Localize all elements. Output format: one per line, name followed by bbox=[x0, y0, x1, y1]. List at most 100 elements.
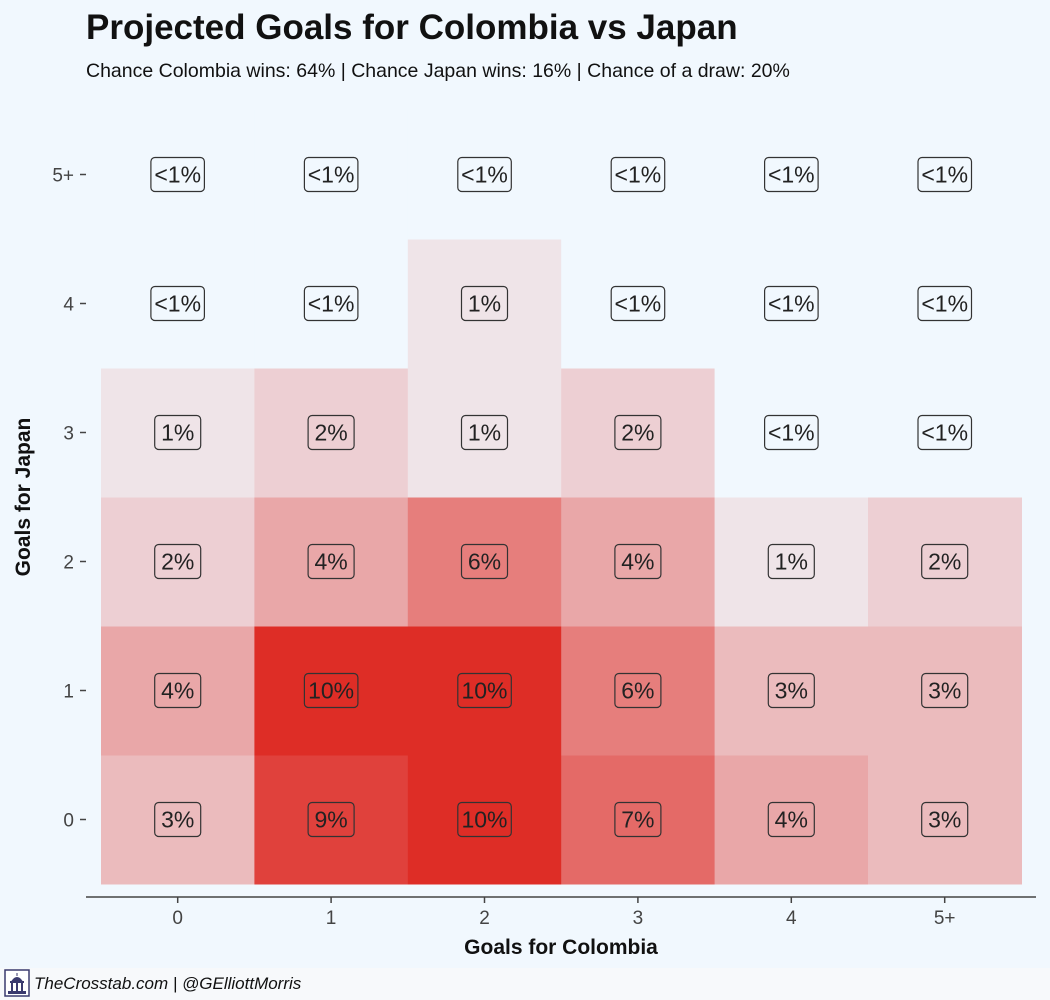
heatmap-cell bbox=[561, 497, 716, 627]
cell-label: 3% bbox=[161, 807, 194, 833]
heatmap-cell bbox=[868, 368, 1022, 498]
heatmap-cell bbox=[407, 239, 562, 369]
cell-label: 3% bbox=[775, 678, 808, 704]
cell-label: <1% bbox=[154, 162, 201, 188]
cell-label: <1% bbox=[615, 291, 662, 317]
heatmap-cell bbox=[868, 239, 1022, 369]
cell-label-box bbox=[917, 285, 973, 322]
heatmap-cell bbox=[254, 368, 409, 498]
cell-label: 10% bbox=[461, 678, 507, 704]
heatmap-cell bbox=[714, 239, 869, 369]
cell-label-box bbox=[763, 414, 819, 451]
heatmap-cell bbox=[561, 626, 716, 756]
x-tick-label: 1 bbox=[326, 908, 337, 929]
cell-label: 2% bbox=[621, 420, 654, 446]
cell-label: 6% bbox=[468, 549, 501, 575]
cell-label-box bbox=[917, 156, 973, 193]
cell-label-box bbox=[150, 285, 205, 322]
cell-label-box bbox=[917, 414, 973, 451]
y-tick-label: 4 bbox=[63, 295, 74, 316]
cell-label-box bbox=[921, 543, 969, 580]
cell-label-box bbox=[763, 156, 819, 193]
heatmap-cell bbox=[714, 497, 869, 627]
heatmap-cell bbox=[101, 239, 255, 369]
cell-label: <1% bbox=[921, 291, 968, 317]
heatmap-cell bbox=[254, 626, 409, 756]
capitol-logo-icon bbox=[4, 969, 30, 997]
heatmap-cell bbox=[254, 497, 409, 627]
heatmap-cell bbox=[868, 626, 1022, 756]
cell-label-box bbox=[767, 672, 815, 709]
heatmap-cell bbox=[407, 110, 562, 240]
cell-label: <1% bbox=[768, 291, 815, 317]
cell-label: 1% bbox=[468, 420, 501, 446]
cell-label-box bbox=[921, 801, 969, 838]
heatmap-cell bbox=[254, 239, 409, 369]
heatmap-cell bbox=[407, 497, 562, 627]
heatmap-cell bbox=[254, 110, 409, 240]
heatmap-cell bbox=[101, 626, 255, 756]
cell-label: 1% bbox=[468, 291, 501, 317]
heatmap-chart: 3% 9% 10% 7% 4% 3% 4% 10% 10% 6% 3% 3% 2% 4% 6% 4% 1% 2% 1… bbox=[12, 110, 1036, 959]
cell-label-box bbox=[303, 156, 359, 193]
x-tick-label: 4 bbox=[786, 908, 797, 929]
chart-subtitle: Chance Colombia wins: 64% | Chance Japan… bbox=[86, 60, 790, 82]
cell-label-box bbox=[767, 543, 815, 580]
cell-label: 6% bbox=[621, 678, 654, 704]
cell-label-box bbox=[921, 672, 969, 709]
heatmap-cell bbox=[714, 110, 869, 240]
chart-title: Projected Goals for Colombia vs Japan bbox=[86, 8, 738, 47]
cell-label-box bbox=[154, 414, 202, 451]
cell-label-box bbox=[614, 801, 662, 838]
cell-label: 2% bbox=[928, 549, 961, 575]
y-tick-label: 1 bbox=[63, 682, 74, 703]
cell-label: 7% bbox=[621, 807, 654, 833]
cell-label-box bbox=[154, 801, 202, 838]
cell-label-box bbox=[460, 285, 509, 322]
x-axis-title: Goals for Colombia bbox=[464, 936, 658, 959]
y-tick-label: 0 bbox=[63, 811, 74, 832]
cell-label: 4% bbox=[775, 807, 808, 833]
footer: TheCrosstab.com | @GElliottMorris bbox=[0, 968, 1050, 1000]
cell-label: 4% bbox=[314, 549, 347, 575]
cell-label: <1% bbox=[461, 162, 508, 188]
cell-label: 2% bbox=[161, 549, 194, 575]
cell-label-box bbox=[460, 543, 509, 580]
x-tick-label: 3 bbox=[633, 908, 644, 929]
heatmap-cell bbox=[561, 368, 716, 498]
cell-label-box bbox=[307, 414, 355, 451]
cell-label: 10% bbox=[461, 807, 507, 833]
heatmap-cell bbox=[561, 755, 716, 885]
cell-label-box bbox=[767, 801, 815, 838]
heatmap-cell bbox=[101, 110, 255, 240]
y-axis-title: Goals for Japan bbox=[12, 418, 35, 577]
cell-label-box bbox=[307, 543, 355, 580]
cell-label: 1% bbox=[161, 420, 194, 446]
heatmap-cell bbox=[407, 368, 562, 498]
cell-label-box bbox=[614, 543, 662, 580]
heatmap-cell bbox=[407, 626, 562, 756]
cell-label-box bbox=[460, 414, 509, 451]
cell-label: <1% bbox=[768, 162, 815, 188]
cell-label-box bbox=[457, 156, 512, 193]
cell-label-box bbox=[614, 672, 662, 709]
y-tick-label: 3 bbox=[63, 424, 74, 445]
x-tick-label: 5+ bbox=[934, 908, 956, 929]
x-tick-label: 0 bbox=[172, 908, 183, 929]
cell-label: <1% bbox=[308, 162, 355, 188]
cell-label: <1% bbox=[921, 162, 968, 188]
x-tick-label: 2 bbox=[479, 908, 490, 929]
heatmap-cell bbox=[101, 755, 255, 885]
cell-label: 2% bbox=[314, 420, 347, 446]
cell-label: <1% bbox=[921, 420, 968, 446]
heatmap-cell bbox=[407, 755, 562, 885]
heatmap-cell bbox=[254, 755, 409, 885]
cell-label-box bbox=[610, 285, 666, 322]
cell-label: 3% bbox=[928, 678, 961, 704]
footer-credit: TheCrosstab.com | @GElliottMorris bbox=[34, 974, 302, 993]
cell-label: <1% bbox=[154, 291, 201, 317]
y-tick-label: 5+ bbox=[52, 166, 74, 187]
heatmap-cell bbox=[561, 110, 716, 240]
cell-label: <1% bbox=[308, 291, 355, 317]
heatmap-cell bbox=[101, 368, 255, 498]
